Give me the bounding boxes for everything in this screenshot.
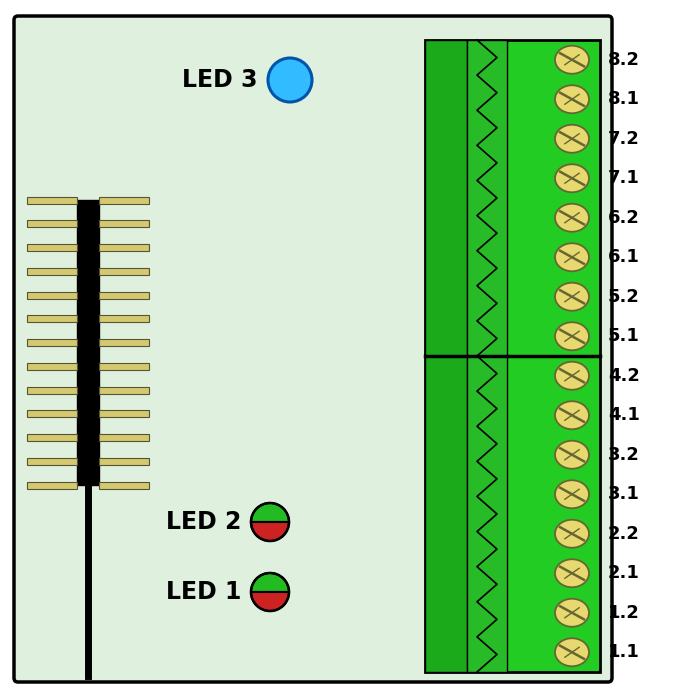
Bar (99, 339, 149, 346)
Wedge shape (251, 573, 289, 592)
Bar (27, 363, 77, 370)
Bar (99, 457, 149, 465)
Bar (99, 434, 149, 441)
Bar (27, 197, 77, 204)
Bar (27, 220, 77, 227)
Wedge shape (251, 522, 289, 541)
Text: 4.1: 4.1 (608, 406, 640, 424)
Bar (99, 220, 149, 227)
Bar (27, 434, 77, 441)
Bar (99, 363, 149, 370)
Text: 3.1: 3.1 (608, 485, 640, 503)
Text: 1.1: 1.1 (608, 643, 640, 661)
Bar (99, 411, 149, 417)
Circle shape (268, 58, 312, 102)
Ellipse shape (555, 125, 589, 152)
Bar (425, 356, 600, 672)
Text: LED 1: LED 1 (166, 580, 241, 604)
Text: 2.2: 2.2 (608, 525, 640, 543)
Ellipse shape (555, 244, 589, 271)
Bar (27, 457, 77, 465)
Bar (99, 244, 149, 251)
Bar (99, 315, 149, 322)
Wedge shape (251, 503, 289, 522)
Text: 5.1: 5.1 (608, 327, 640, 345)
Ellipse shape (555, 46, 589, 74)
Ellipse shape (555, 283, 589, 310)
Text: 8.1: 8.1 (608, 90, 640, 108)
Bar (99, 482, 149, 489)
Bar (27, 339, 77, 346)
Bar (99, 291, 149, 299)
Bar (27, 291, 77, 299)
Ellipse shape (555, 520, 589, 548)
Text: 3.2: 3.2 (608, 446, 640, 464)
Bar (99, 268, 149, 275)
Ellipse shape (555, 599, 589, 627)
Bar (425, 40, 600, 356)
Ellipse shape (555, 86, 589, 113)
Bar (77, 200, 99, 485)
Bar (27, 268, 77, 275)
Text: 6.2: 6.2 (608, 209, 640, 227)
Bar (467, 356, 507, 672)
Text: LED 2: LED 2 (166, 510, 241, 534)
Bar (27, 411, 77, 417)
Bar (99, 386, 149, 393)
Bar (99, 197, 149, 204)
Text: 7.1: 7.1 (608, 169, 640, 187)
Bar (425, 356, 467, 672)
Bar (425, 40, 467, 356)
Bar (27, 482, 77, 489)
Ellipse shape (555, 480, 589, 509)
Bar (27, 244, 77, 251)
Ellipse shape (555, 362, 589, 390)
FancyBboxPatch shape (14, 16, 612, 682)
Ellipse shape (555, 441, 589, 469)
Text: 7.2: 7.2 (608, 130, 640, 148)
Text: 8.2: 8.2 (608, 51, 640, 69)
Bar (27, 386, 77, 393)
Text: 1.2: 1.2 (608, 604, 640, 622)
Ellipse shape (555, 204, 589, 232)
Bar (467, 40, 507, 356)
Bar (27, 315, 77, 322)
Wedge shape (251, 592, 289, 611)
Ellipse shape (555, 402, 589, 429)
Text: 2.1: 2.1 (608, 564, 640, 582)
Text: LED 3: LED 3 (182, 68, 258, 92)
Ellipse shape (555, 322, 589, 351)
Text: 4.2: 4.2 (608, 367, 640, 385)
Ellipse shape (555, 164, 589, 193)
Text: 6.1: 6.1 (608, 248, 640, 266)
Text: 5.2: 5.2 (608, 288, 640, 306)
Ellipse shape (555, 560, 589, 587)
Ellipse shape (555, 638, 589, 667)
